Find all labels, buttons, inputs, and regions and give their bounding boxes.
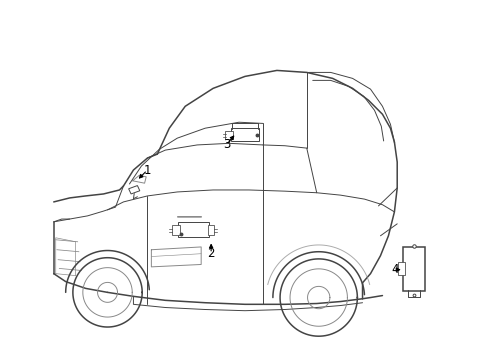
FancyBboxPatch shape	[225, 131, 233, 139]
FancyBboxPatch shape	[172, 225, 180, 235]
FancyBboxPatch shape	[231, 128, 259, 141]
FancyBboxPatch shape	[398, 262, 405, 275]
Text: 4: 4	[392, 263, 399, 276]
Text: 3: 3	[223, 138, 231, 150]
Text: 2: 2	[207, 247, 215, 260]
Polygon shape	[129, 185, 140, 194]
FancyBboxPatch shape	[403, 247, 425, 291]
Text: 1: 1	[144, 163, 151, 176]
FancyBboxPatch shape	[208, 225, 214, 235]
FancyBboxPatch shape	[178, 222, 209, 237]
